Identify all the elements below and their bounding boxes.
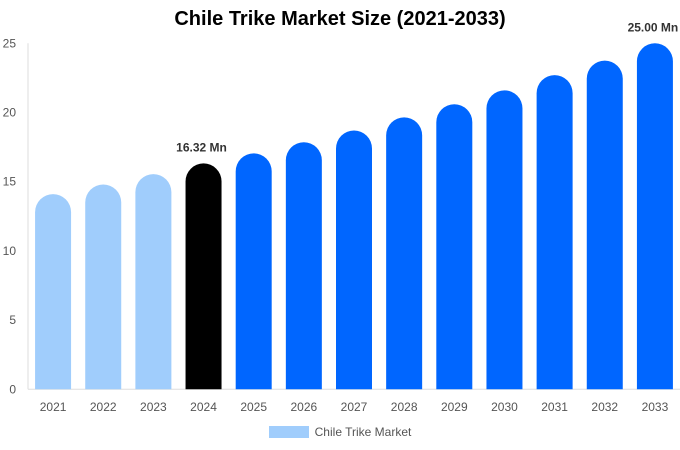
- legend: Chile Trike Market: [0, 425, 680, 439]
- bar-2024: [185, 163, 222, 390]
- y-tick-label: 5: [9, 313, 16, 327]
- x-tick-label: 2024: [190, 400, 217, 414]
- x-tick-label: 2028: [391, 400, 418, 414]
- x-tick-label: 2031: [541, 400, 568, 414]
- bar-2025: [235, 153, 272, 390]
- bar-2026: [285, 142, 322, 390]
- y-tick-label: 10: [3, 244, 17, 258]
- bar-2028: [386, 117, 423, 390]
- y-tick-label: 25: [3, 36, 17, 50]
- x-tick-label: 2025: [240, 400, 267, 414]
- bar-2023: [135, 174, 172, 390]
- bar-2022: [85, 184, 122, 390]
- x-tick-label: 2033: [642, 400, 669, 414]
- bar-2030: [486, 90, 523, 390]
- x-tick-label: 2022: [90, 400, 117, 414]
- bar-2033: [636, 43, 673, 390]
- x-tick-label: 2021: [40, 400, 67, 414]
- x-tick-label: 2023: [140, 400, 167, 414]
- x-tick-label: 2026: [290, 400, 317, 414]
- data-label-2024: 16.32 Mn: [176, 140, 227, 154]
- y-tick-label: 0: [9, 382, 16, 396]
- x-tick-label: 2029: [441, 400, 468, 414]
- bar-2029: [436, 104, 473, 390]
- bar-2032: [586, 60, 623, 390]
- y-tick-label: 15: [3, 175, 17, 189]
- chart-title: Chile Trike Market Size (2021-2033): [174, 8, 506, 30]
- x-tick-label: 2030: [491, 400, 518, 414]
- legend-swatch: [268, 426, 309, 438]
- bar-2027: [336, 130, 372, 390]
- data-label-2033: 25.00 Mn: [628, 20, 679, 34]
- x-tick-label: 2027: [341, 400, 368, 414]
- y-tick-label: 20: [3, 106, 17, 120]
- bar-2031: [536, 75, 573, 390]
- x-tick-label: 2032: [591, 400, 618, 414]
- legend-label: Chile Trike Market: [314, 425, 412, 439]
- bar-2021: [35, 194, 72, 390]
